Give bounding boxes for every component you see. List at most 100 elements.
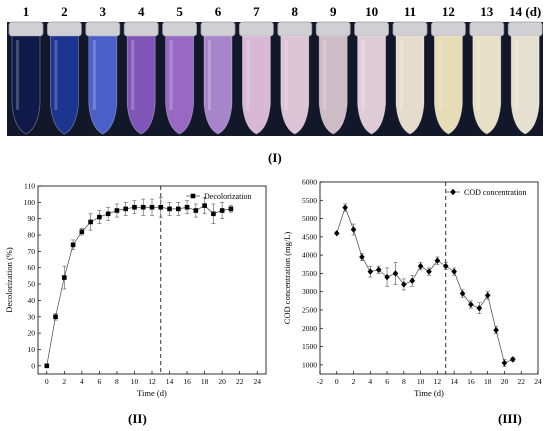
legend-label: Decolorization <box>204 192 252 201</box>
tube-body <box>242 35 271 135</box>
data-point <box>367 268 374 275</box>
y-tick-label: 4500 <box>302 232 317 241</box>
x-tick-label: 24 <box>253 377 261 386</box>
tube-highlight <box>323 40 327 110</box>
tube-body <box>510 35 540 135</box>
tube-highlight <box>208 40 211 110</box>
day-label: 14 (d) <box>509 4 541 19</box>
cod-concentration-chart: -2 0 2 4 6 8 10 12 14 16 18 20 22 2410001500200025003… <box>282 178 542 399</box>
data-point <box>167 206 172 212</box>
data-point <box>97 214 102 220</box>
tube-body <box>280 35 310 135</box>
tube-highlight <box>92 40 96 110</box>
tube-cap <box>162 21 198 37</box>
x-tick-label: 18 <box>484 377 492 386</box>
x-axis-label: Time (d) <box>137 388 167 398</box>
series-line <box>46 205 231 366</box>
tube-highlight <box>246 40 250 110</box>
data-point <box>442 262 449 270</box>
data-point <box>459 290 466 297</box>
tube-cap <box>277 21 313 37</box>
tube-cap <box>392 21 428 37</box>
data-point <box>149 204 155 210</box>
y-tick-label: 70 <box>28 247 36 256</box>
x-tick-label: 8 <box>402 377 406 386</box>
plot-frame <box>319 181 539 375</box>
x-tick-label: 24 <box>534 377 542 386</box>
tube-cap <box>200 21 236 37</box>
legend-marker <box>450 188 456 196</box>
data-point <box>350 226 357 233</box>
day-label: 12 <box>442 4 455 19</box>
tube-body <box>11 35 41 135</box>
data-point <box>158 204 164 210</box>
x-tick-label: 12 <box>434 377 442 386</box>
data-point <box>484 292 491 299</box>
data-point <box>105 211 111 217</box>
day-label: 4 <box>138 4 145 19</box>
data-point <box>114 208 120 213</box>
data-point <box>184 204 190 210</box>
y-tick-label: 20 <box>28 329 36 338</box>
y-tick-label: 30 <box>28 312 36 321</box>
tube-body <box>50 35 79 135</box>
tube-body <box>165 35 194 135</box>
x-tick-label: 4 <box>368 377 372 386</box>
data-point <box>468 301 474 308</box>
data-point <box>211 211 216 217</box>
data-point <box>70 242 76 248</box>
tube-body <box>472 35 502 135</box>
panel-label-ii: (II) <box>128 411 147 426</box>
day-label: 13 <box>480 4 494 19</box>
tube-cap <box>354 21 390 37</box>
tube-highlight <box>476 40 480 110</box>
x-tick-label: 14 <box>166 377 174 386</box>
data-point <box>409 277 416 284</box>
x-tick-label: 10 <box>131 377 139 386</box>
data-point <box>62 275 67 280</box>
data-point <box>434 257 441 264</box>
tube-highlight <box>131 40 135 110</box>
data-point <box>53 314 58 320</box>
tube-cap <box>430 21 466 37</box>
data-point <box>493 326 499 334</box>
y-axis-label: Decolorization (%) <box>4 247 14 313</box>
tube-photo: 1 2 3 4 5 6 7 8 9 10 11 12 13 14 (d) <box>7 4 543 136</box>
panel-label-iii: (III) <box>498 411 522 426</box>
tube-body <box>357 35 386 135</box>
tube-body <box>126 35 156 135</box>
data-point <box>333 230 340 237</box>
data-point <box>44 363 50 369</box>
data-point <box>375 266 382 273</box>
x-tick-label: 8 <box>115 377 119 386</box>
y-tick-label: 90 <box>28 214 36 223</box>
tube-highlight <box>169 40 173 110</box>
y-tick-label: 3000 <box>302 287 317 296</box>
tube-cap <box>85 21 121 37</box>
data-point <box>140 204 146 210</box>
y-tick-label: 1500 <box>302 342 317 351</box>
data-point <box>426 268 432 275</box>
tube-body <box>434 35 463 135</box>
x-tick-label: 18 <box>201 377 209 386</box>
tube-cap <box>47 21 82 37</box>
x-tick-label: 6 <box>385 377 389 386</box>
y-tick-label: 5000 <box>302 214 317 223</box>
y-tick-label: 3500 <box>302 269 317 278</box>
x-tick-label: 16 <box>467 377 475 386</box>
x-tick-label: 14 <box>450 377 458 386</box>
x-tick-label: 12 <box>148 377 156 386</box>
x-tick-label: 10 <box>417 377 425 386</box>
day-label: 11 <box>404 4 416 19</box>
day-label: 10 <box>365 4 378 19</box>
x-tick-label: 2 <box>352 377 356 386</box>
y-tick-label: 2500 <box>302 306 317 315</box>
day-label: 2 <box>61 4 68 19</box>
tube-body <box>318 35 348 135</box>
x-tick-label: 22 <box>517 377 525 386</box>
data-point <box>476 304 483 312</box>
day-label: 3 <box>100 4 107 19</box>
tube-cap <box>315 21 351 37</box>
tube-body <box>88 35 118 135</box>
data-point <box>342 204 348 211</box>
